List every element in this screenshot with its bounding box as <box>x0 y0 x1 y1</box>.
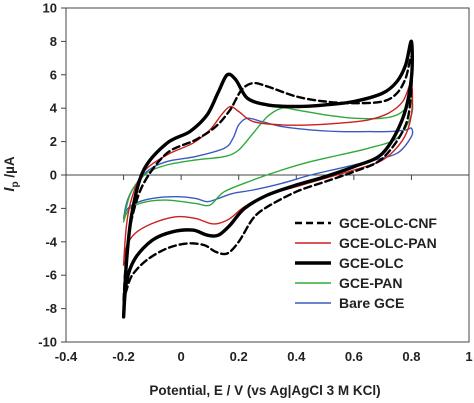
legend-label: Bare GCE <box>339 295 404 311</box>
y-axis-title: Ip /µA <box>1 156 21 192</box>
legend: GCE-OLC-CNF GCE-OLC-PAN GCE-OLC GCE-PAN Bare… <box>295 215 437 311</box>
legend-label: GCE-OLC <box>339 255 404 271</box>
x-tick-label: -0.4 <box>55 349 78 364</box>
y-axis-title-main: I <box>1 187 18 192</box>
y-tick-label: -4 <box>45 234 57 249</box>
y-axis-title-sub: p <box>10 181 21 187</box>
y-tick-label: -2 <box>45 201 57 216</box>
y-axis-ticks: -10 -8 -6 -4 -2 0 2 4 6 8 10 <box>38 1 66 350</box>
x-tick-label: -0.2 <box>112 349 134 364</box>
y-tick-label: 10 <box>43 1 57 16</box>
series-layer <box>121 39 414 319</box>
legend-label: GCE-OLC-PAN <box>339 235 437 251</box>
y-tick-label: 0 <box>50 168 57 183</box>
y-tick-label: 6 <box>50 67 57 82</box>
legend-label: GCE-OLC-CNF <box>339 215 437 231</box>
y-axis-title-unit: /µA <box>2 156 17 181</box>
series-line-bare-gce <box>122 117 414 220</box>
series-line-gce-pan <box>122 95 414 223</box>
y-tick-label: 4 <box>50 101 58 116</box>
x-tick-label: 0.8 <box>402 349 420 364</box>
y-tick-label: -8 <box>45 301 57 316</box>
x-axis-title: Potential, E / V (vs Ag|AgCl 3 M KCl) <box>149 383 380 398</box>
x-tick-label: 0 <box>178 349 185 364</box>
x-tick-label: 0.4 <box>287 349 306 364</box>
x-tick-label: 0.6 <box>345 349 363 364</box>
y-tick-label: -6 <box>45 268 57 283</box>
x-tick-label: 1 <box>465 349 472 364</box>
x-tick-label: 0.2 <box>230 349 248 364</box>
series-line-gce-olc <box>121 39 414 319</box>
y-tick-label: 8 <box>50 34 57 49</box>
legend-label: GCE-PAN <box>339 275 403 291</box>
y-tick-label: 2 <box>50 134 57 149</box>
x-axis-ticks: -0.4 -0.2 0 0.2 0.4 0.6 0.8 1 <box>55 175 473 364</box>
y-tick-label: -10 <box>38 335 57 350</box>
